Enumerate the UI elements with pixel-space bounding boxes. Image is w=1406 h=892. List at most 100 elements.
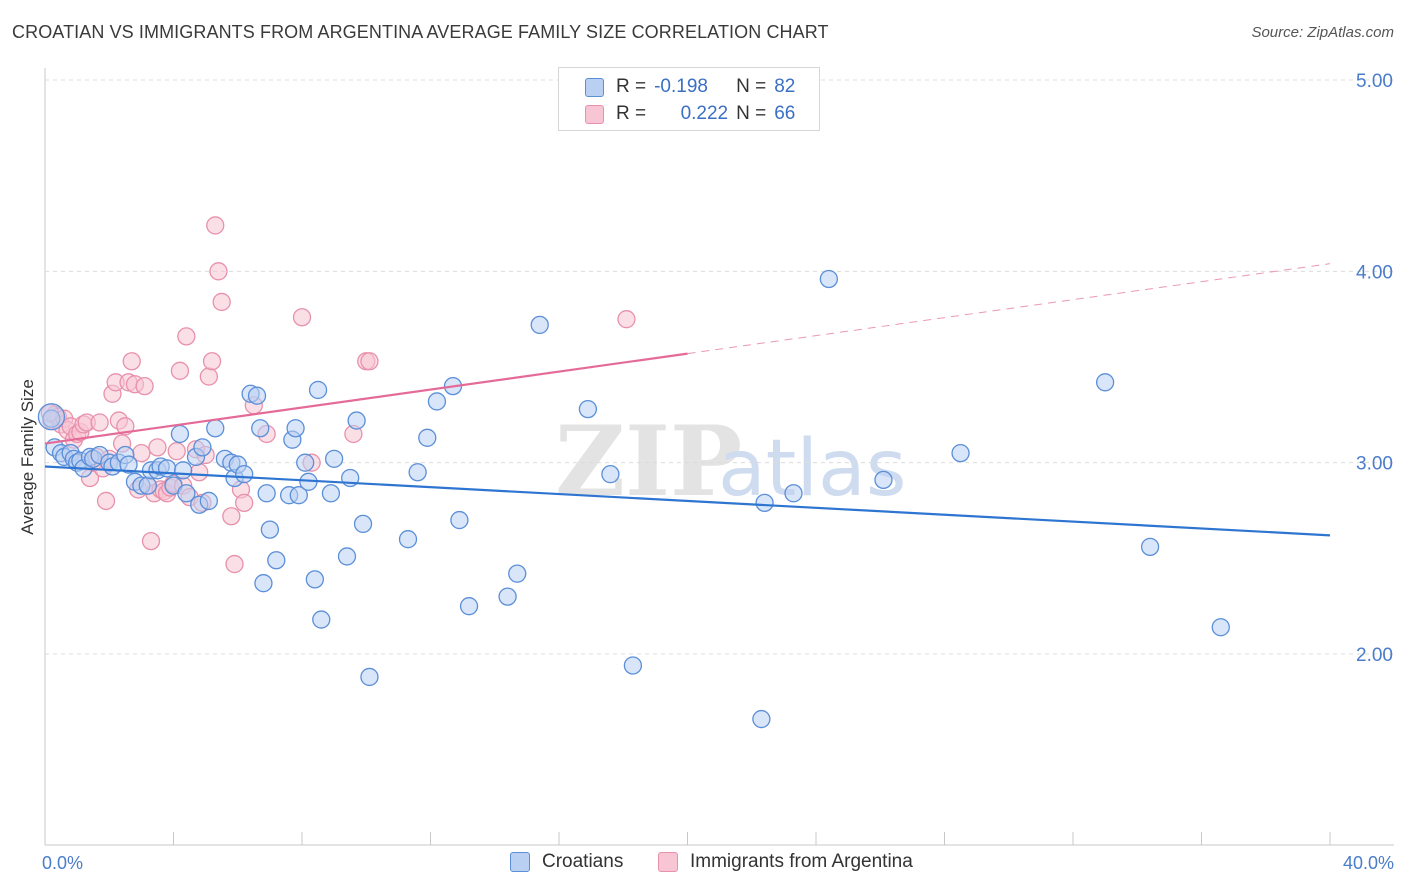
data-point[interactable] — [202, 352, 222, 371]
data-point[interactable] — [427, 392, 447, 411]
data-point[interactable] — [251, 419, 270, 438]
data-point[interactable] — [122, 352, 141, 371]
data-point[interactable] — [498, 587, 517, 606]
data-point[interactable] — [260, 520, 280, 539]
data-point[interactable] — [177, 327, 196, 346]
y-tick-label: 3.00 — [1356, 454, 1393, 475]
data-point[interactable] — [141, 531, 161, 551]
data-point[interactable] — [212, 292, 231, 312]
data-point[interactable] — [199, 491, 218, 511]
data-point[interactable] — [209, 262, 228, 281]
source-label: Source: ZipAtlas.com — [1251, 24, 1394, 41]
data-point[interactable] — [1211, 618, 1230, 637]
data-point[interactable] — [951, 443, 970, 463]
legend-r-value: -0.198 — [654, 76, 708, 97]
data-point[interactable] — [177, 484, 196, 503]
series-legend-label: Croatians — [542, 851, 624, 872]
data-point[interactable] — [1140, 537, 1160, 557]
data-point[interactable] — [206, 419, 225, 438]
data-point[interactable] — [623, 656, 643, 675]
legend-swatch-blue — [510, 852, 530, 872]
data-point[interactable] — [755, 493, 774, 512]
legend-n-label: N = — [736, 76, 767, 97]
data-point[interactable] — [235, 464, 254, 484]
watermark-atlas: atlas — [718, 424, 907, 514]
legend-swatch-pink — [585, 104, 604, 124]
data-point[interactable] — [190, 463, 209, 482]
data-point[interactable] — [289, 486, 308, 505]
legend-r-value: 0.222 — [680, 103, 729, 124]
data-point[interactable] — [418, 428, 437, 447]
legend-n-value: 82 — [774, 76, 796, 97]
x-tick-label-min: 0.0% — [42, 853, 83, 873]
data-point[interactable] — [450, 510, 469, 530]
y-tick-label: 2.00 — [1356, 645, 1393, 666]
trend-line-argentina-extrapolated — [687, 263, 1331, 355]
data-point[interactable] — [752, 709, 771, 729]
legend-n-label: N = — [736, 103, 767, 124]
data-point[interactable] — [874, 470, 893, 490]
data-point[interactable] — [199, 367, 218, 386]
data-point[interactable] — [305, 570, 325, 589]
data-point[interactable] — [819, 269, 838, 289]
legend-swatch-blue — [585, 77, 604, 97]
data-point[interactable] — [1095, 373, 1115, 392]
data-point[interactable] — [235, 493, 254, 512]
data-point[interactable] — [167, 442, 186, 461]
data-point[interactable] — [360, 352, 379, 371]
data-point[interactable] — [138, 476, 157, 495]
legend-n-value: 66 — [774, 103, 796, 124]
data-point[interactable] — [222, 507, 241, 526]
data-point[interactable] — [312, 610, 331, 629]
data-point[interactable] — [601, 464, 620, 484]
data-point[interactable] — [324, 449, 344, 468]
data-point[interactable] — [784, 484, 803, 503]
data-point[interactable] — [135, 376, 154, 396]
x-tick-label-max: 40.0% — [1343, 853, 1394, 873]
chart-title: CROATIAN VS IMMIGRANTS FROM ARGENTINA AV… — [12, 22, 829, 42]
data-point[interactable] — [408, 463, 427, 482]
data-point[interactable] — [206, 216, 225, 235]
y-tick-label: 4.00 — [1356, 262, 1393, 283]
series-legend-label: Immigrants from Argentina — [690, 851, 913, 872]
data-point[interactable] — [173, 461, 193, 480]
data-point[interactable] — [170, 424, 190, 444]
data-point[interactable] — [116, 417, 135, 436]
series-legend-croatians[interactable]: Croatians — [510, 851, 623, 873]
series-legend-argentina[interactable]: Immigrants from Argentina — [658, 851, 913, 873]
legend-row-argentina: R = 0.222 N = 66 — [585, 102, 795, 126]
data-point[interactable] — [617, 310, 636, 329]
data-point[interactable] — [225, 554, 244, 574]
data-point[interactable] — [459, 597, 479, 616]
data-point[interactable] — [530, 315, 549, 335]
data-point[interactable] — [321, 484, 341, 503]
data-point[interactable] — [257, 484, 276, 503]
data-point[interactable] — [296, 453, 315, 472]
data-point[interactable] — [347, 411, 366, 430]
data-point[interactable] — [353, 514, 373, 534]
trend-line-argentina — [44, 352, 688, 445]
data-point[interactable] — [90, 413, 109, 432]
data-point[interactable] — [193, 438, 212, 457]
data-point[interactable] — [578, 399, 598, 419]
data-point[interactable] — [286, 419, 305, 438]
data-point[interactable] — [148, 438, 167, 457]
data-point-cluster[interactable] — [37, 403, 66, 431]
legend-r-label: R = — [616, 103, 647, 124]
data-point[interactable] — [96, 491, 116, 511]
data-point[interactable] — [308, 380, 328, 400]
stats-legend: R = -0.198 N = 82 R = 0.222 N = 66 — [558, 67, 820, 131]
data-point[interactable] — [267, 551, 286, 570]
data-point[interactable] — [170, 361, 190, 380]
data-point[interactable] — [508, 564, 527, 583]
data-point[interactable] — [292, 308, 312, 327]
data-point[interactable] — [254, 574, 273, 593]
data-point[interactable] — [398, 530, 418, 549]
data-point[interactable] — [360, 667, 379, 687]
data-point[interactable] — [337, 547, 357, 566]
y-tick-label: 5.00 — [1356, 71, 1393, 92]
legend-swatch-pink — [658, 852, 678, 872]
data-point[interactable] — [119, 455, 138, 474]
data-point[interactable] — [247, 386, 267, 405]
